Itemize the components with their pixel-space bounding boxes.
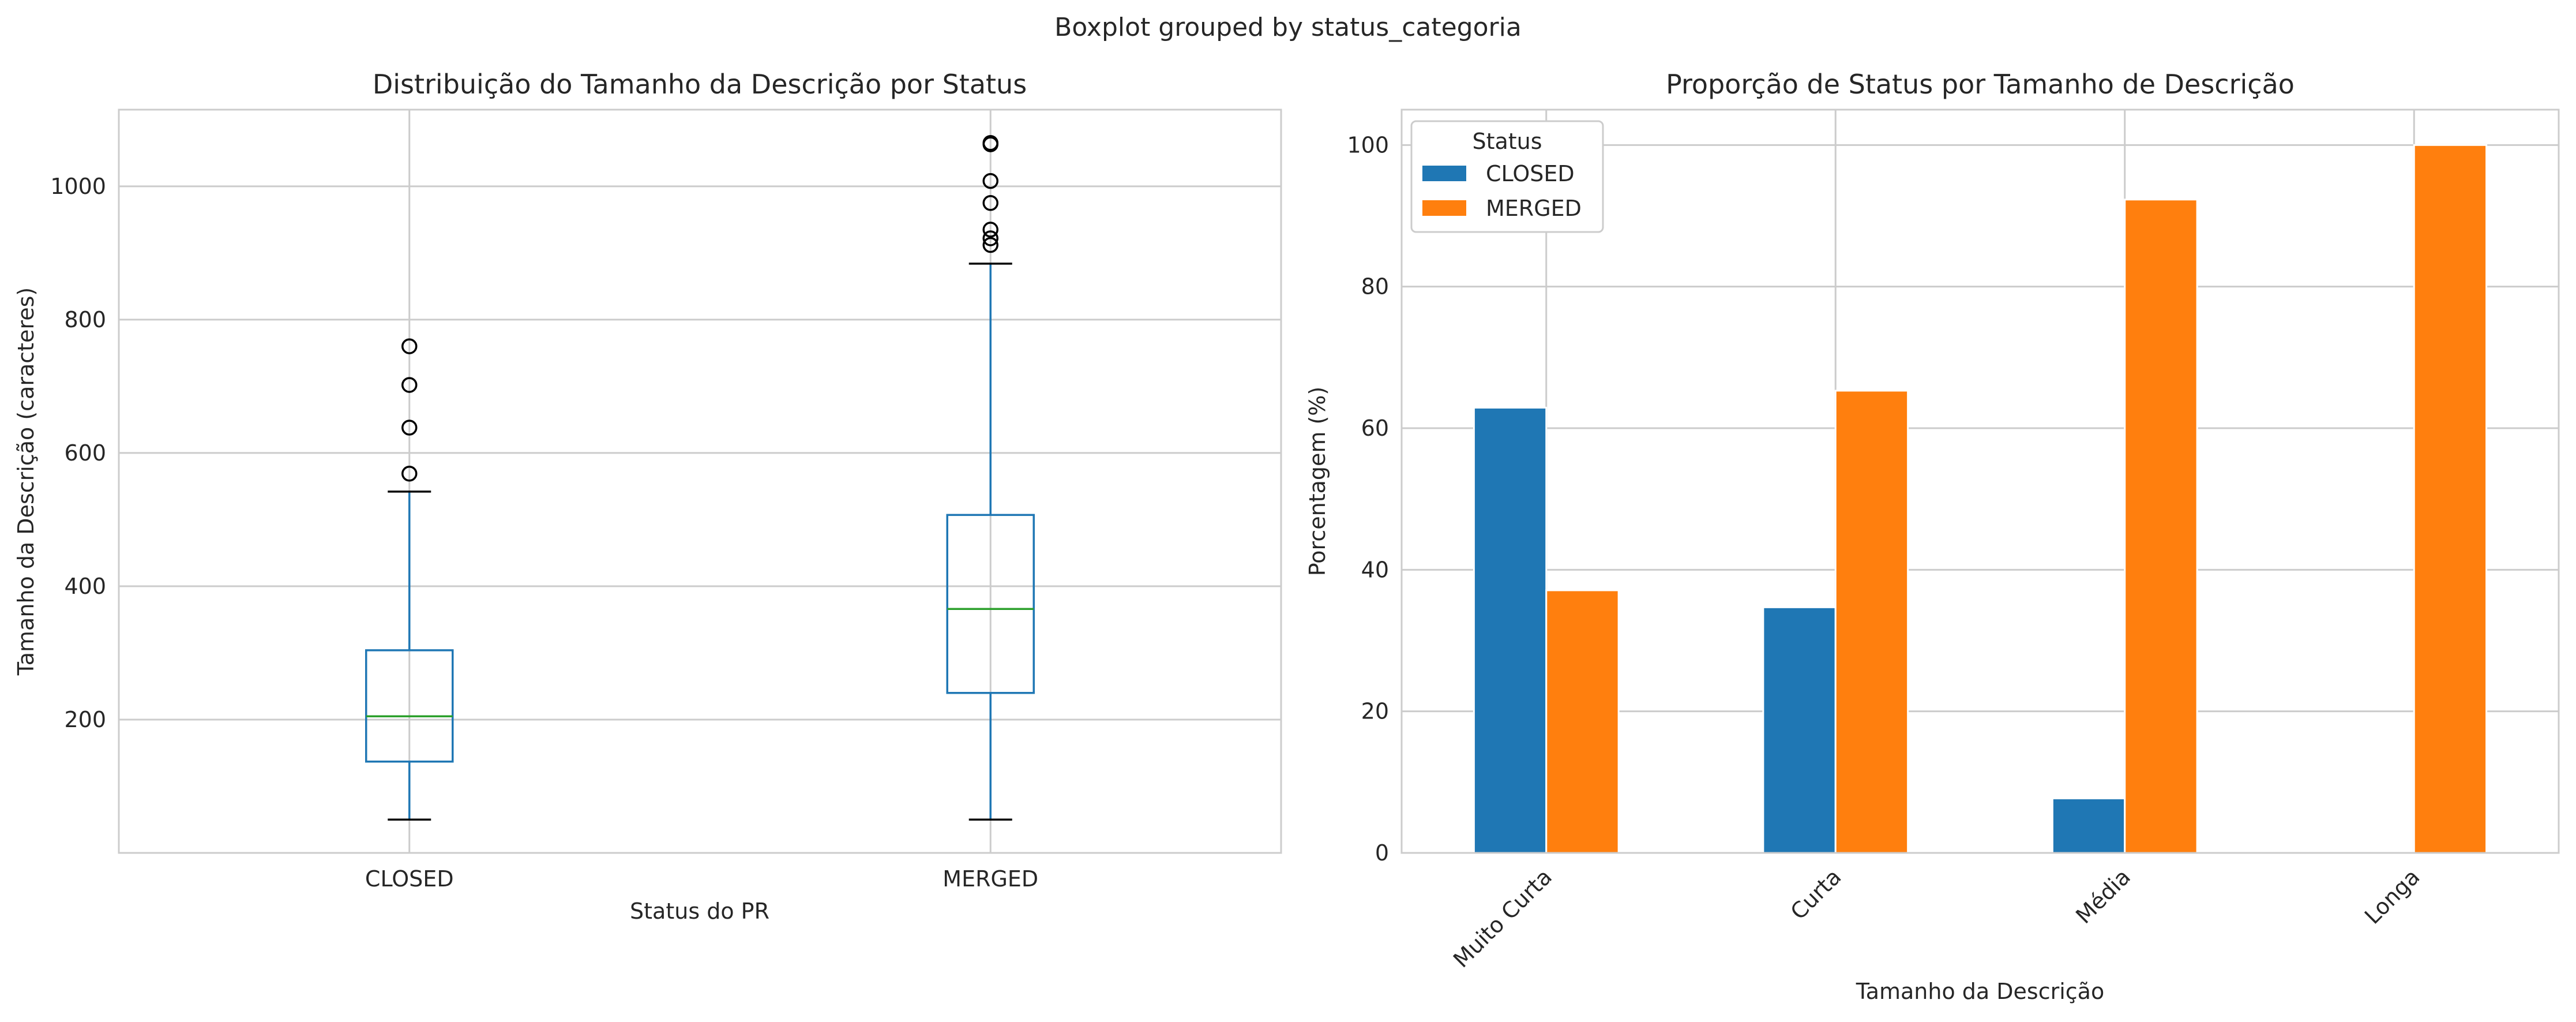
bar-legend: Status CLOSED MERGED xyxy=(1410,120,1604,233)
bar-closed-2 xyxy=(2051,798,2126,854)
box-outlier-point xyxy=(982,173,998,189)
bar-y-tick-label: 60 xyxy=(1361,415,1389,441)
boxplot-marks xyxy=(365,135,1035,821)
boxplot-axes-frame xyxy=(118,108,1282,854)
box-outlier-point xyxy=(982,194,998,211)
box-outlier-point xyxy=(982,237,998,253)
legend-swatch-closed xyxy=(1422,166,1466,181)
bar-y-axis-label: Porcentagem (%) xyxy=(1305,387,1330,576)
bar-merged-0 xyxy=(1545,589,1620,854)
bar-y-tick-label: 80 xyxy=(1361,274,1389,300)
boxplot-x-tick-label: MERGED xyxy=(942,866,1038,892)
bar-panel: 0 20 40 60 80 100 Muito Curta Curta Média Longa P… xyxy=(1305,69,2560,1004)
box-iqr xyxy=(365,649,454,763)
box-outlier-point xyxy=(401,465,418,482)
bar-merged-3 xyxy=(2413,144,2488,854)
box-outlier-point xyxy=(401,420,418,436)
box-iqr xyxy=(946,514,1035,694)
legend-swatch-merged xyxy=(1422,200,1466,216)
boxplot-panel: 200 400 600 800 1000 CLOSED MERGED Distribuiçã… xyxy=(13,69,1282,924)
bar-x-tick-label: Muito Curta xyxy=(1448,864,1557,972)
boxplot-x-axis-label: Status do PR xyxy=(630,899,769,924)
bar-title: Proporção de Status por Tamanho de Descr… xyxy=(1666,69,2295,100)
bar-y-tick-label: 100 xyxy=(1347,132,1389,158)
box-outlier-point xyxy=(982,230,998,246)
boxplot-y-tick-label: 1000 xyxy=(50,174,106,199)
box-outlier-point xyxy=(982,222,998,238)
bar-closed-1 xyxy=(1762,606,1837,854)
legend-label-closed: CLOSED xyxy=(1486,161,1575,186)
boxplot-y-tick-label: 400 xyxy=(64,574,106,599)
bar-closed-0 xyxy=(1473,406,1548,854)
bar-x-tick-label: Longa xyxy=(2360,864,2425,929)
boxplot-ticklabels: 200 400 600 800 1000 CLOSED MERGED xyxy=(50,174,1038,892)
boxplot-title: Distribuição do Tamanho da Descrição por… xyxy=(373,69,1027,100)
figure-suptitle: Boxplot grouped by status_categoria xyxy=(1054,13,1522,42)
boxplot-y-axis-label: Tamanho da Descrição (caracteres) xyxy=(13,287,39,676)
bar-x-tick-label: Curta xyxy=(1786,864,1846,924)
legend-title: Status xyxy=(1472,129,1542,154)
bar-merged-1 xyxy=(1834,390,1909,854)
boxplot-y-tick-label: 600 xyxy=(64,440,106,466)
boxplot-y-tick-label: 200 xyxy=(64,707,106,732)
box-outlier-point xyxy=(401,377,418,393)
box-outlier-point xyxy=(982,135,998,151)
boxplot-y-tick-label: 800 xyxy=(64,307,106,332)
boxplot-x-tick-label: CLOSED xyxy=(365,866,454,892)
bar-axes-frame xyxy=(1400,108,2560,854)
bar-merged-2 xyxy=(2124,199,2198,854)
bar-y-tick-label: 20 xyxy=(1361,699,1389,724)
box-outlier-point xyxy=(401,338,418,354)
bar-x-axis-label: Tamanho da Descrição xyxy=(1856,979,2104,1004)
bar-x-tick-label: Média xyxy=(2071,864,2135,929)
bar-y-tick-label: 0 xyxy=(1375,840,1389,866)
boxplot-gridlines xyxy=(119,110,1281,853)
legend-label-merged: MERGED xyxy=(1486,196,1582,221)
bar-marks xyxy=(1473,144,2488,854)
bar-y-tick-label: 40 xyxy=(1361,557,1389,582)
